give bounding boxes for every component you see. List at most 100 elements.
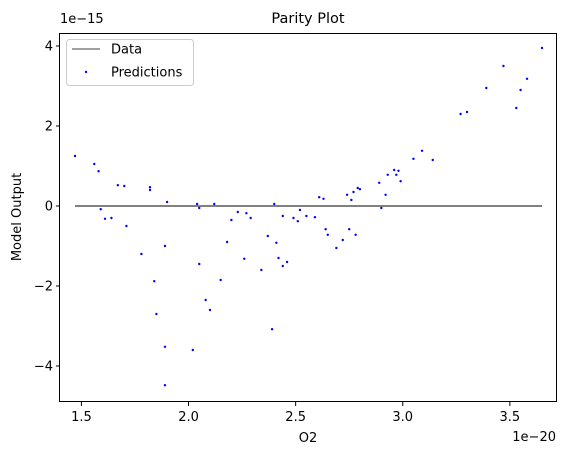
prediction-point	[277, 256, 280, 260]
prediction-point	[281, 264, 284, 268]
x-tick-label: 2.0	[178, 410, 199, 425]
prediction-point	[384, 193, 387, 196]
prediction-point	[345, 193, 349, 196]
prediction-point	[140, 252, 143, 256]
prediction-point	[208, 308, 212, 312]
prediction-point	[198, 206, 201, 210]
prediction-point	[502, 64, 505, 68]
prediction-point	[380, 206, 383, 210]
prediction-point	[153, 280, 156, 283]
x-axis-ticks: 1.5 2.0 2.5 3.0 3.5	[71, 402, 520, 425]
prediction-point	[275, 241, 278, 244]
prediction-point	[519, 88, 522, 92]
prediction-point	[540, 46, 544, 50]
prediction-point	[249, 216, 252, 220]
prediction-point	[399, 180, 402, 183]
legend-data-label: Data	[111, 43, 142, 58]
prediction-point	[348, 228, 351, 231]
prediction-point	[148, 188, 152, 192]
y-tick-label: 0	[45, 200, 53, 215]
prediction-point	[305, 214, 308, 218]
prediction-point	[219, 278, 222, 282]
prediction-point	[270, 328, 274, 331]
prediction-point	[110, 216, 113, 220]
prediction-point	[123, 184, 126, 188]
prediction-point	[515, 106, 518, 110]
prediction-point	[148, 186, 152, 189]
chart-title: Parity Plot	[271, 11, 344, 27]
legend: Data Predictions	[66, 39, 194, 86]
prediction-point	[198, 262, 201, 266]
prediction-point	[459, 112, 462, 116]
prediction-point	[260, 268, 263, 272]
prediction-point	[97, 170, 100, 173]
prediction-point	[326, 233, 329, 236]
y-tick-label: −2	[34, 280, 53, 295]
x-tick-label: 2.5	[285, 410, 306, 425]
prediction-point	[213, 202, 216, 206]
prediction-point	[386, 173, 389, 176]
prediction-point	[420, 149, 424, 152]
prediction-point	[395, 173, 398, 176]
y-tick-label: 4	[45, 40, 53, 55]
prediction-point	[281, 214, 284, 218]
prediction-point	[525, 77, 529, 81]
plot-marks	[73, 46, 544, 387]
prediction-point	[116, 184, 120, 187]
y-axis-ticks: −4 −2 0 2 4	[34, 40, 60, 375]
legend-box	[66, 39, 194, 86]
prediction-point	[191, 348, 195, 352]
prediction-point	[273, 202, 276, 206]
prediction-point	[350, 198, 353, 202]
prediction-point	[99, 208, 102, 211]
prediction-point	[412, 157, 415, 160]
prediction-point	[73, 154, 77, 158]
prediction-point	[318, 196, 321, 199]
prediction-point	[163, 244, 167, 248]
prediction-point	[322, 197, 325, 200]
prediction-point	[335, 246, 338, 250]
prediction-point	[165, 200, 169, 204]
y-tick-label: −4	[34, 360, 53, 375]
y-axis-label: Model Output	[10, 173, 25, 261]
prediction-point	[377, 181, 381, 184]
prediction-point	[313, 216, 317, 219]
prediction-point	[245, 212, 248, 215]
prediction-point	[204, 298, 207, 302]
prediction-point	[266, 234, 269, 238]
prediction-point	[292, 216, 295, 220]
y-tick-label: 2	[45, 120, 53, 135]
x-axis-label: O2	[299, 431, 318, 446]
prediction-point	[352, 190, 355, 194]
prediction-point	[195, 202, 199, 206]
prediction-point	[324, 228, 327, 231]
prediction-point	[354, 233, 357, 236]
prediction-point	[397, 169, 400, 172]
x-tick-label: 3.5	[500, 410, 521, 425]
prediction-point	[163, 345, 167, 348]
legend-predictions-marker	[84, 70, 88, 74]
prediction-point	[125, 224, 128, 228]
legend-predictions-label: Predictions	[111, 66, 183, 81]
prediction-point	[236, 210, 240, 214]
prediction-point	[285, 260, 289, 264]
x-tick-label: 3.0	[392, 410, 413, 425]
prediction-point	[163, 384, 167, 387]
prediction-point	[485, 86, 488, 90]
prediction-point	[431, 158, 434, 162]
prediction-point	[296, 220, 299, 223]
prediction-point	[465, 110, 469, 114]
prediction-point	[341, 238, 344, 242]
prediction-point	[103, 217, 107, 220]
y-offset-text: 1e−15	[60, 12, 104, 27]
x-offset-text: 1e−20	[512, 430, 556, 445]
prediction-point	[93, 162, 96, 166]
prediction-point	[230, 218, 233, 222]
axes-frame	[59, 33, 557, 402]
prediction-point	[243, 257, 246, 260]
prediction-point	[155, 312, 158, 316]
prediction-point	[356, 186, 359, 190]
prediction-point	[225, 240, 229, 244]
prediction-point	[392, 168, 396, 172]
